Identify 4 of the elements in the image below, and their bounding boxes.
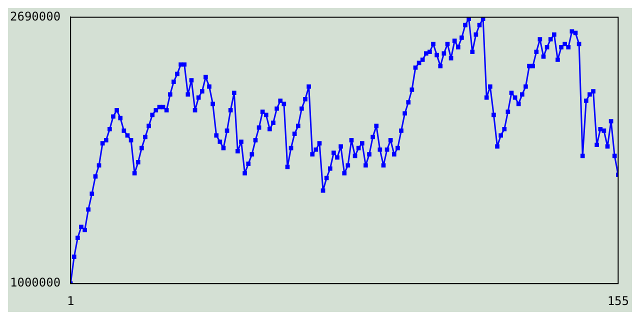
y-tick-label: 2690000 <box>10 9 61 24</box>
x-tick-label: 1 <box>66 294 74 308</box>
y-tick-label: 1000000 <box>10 276 61 290</box>
x-tick-label: 155 <box>607 294 630 308</box>
